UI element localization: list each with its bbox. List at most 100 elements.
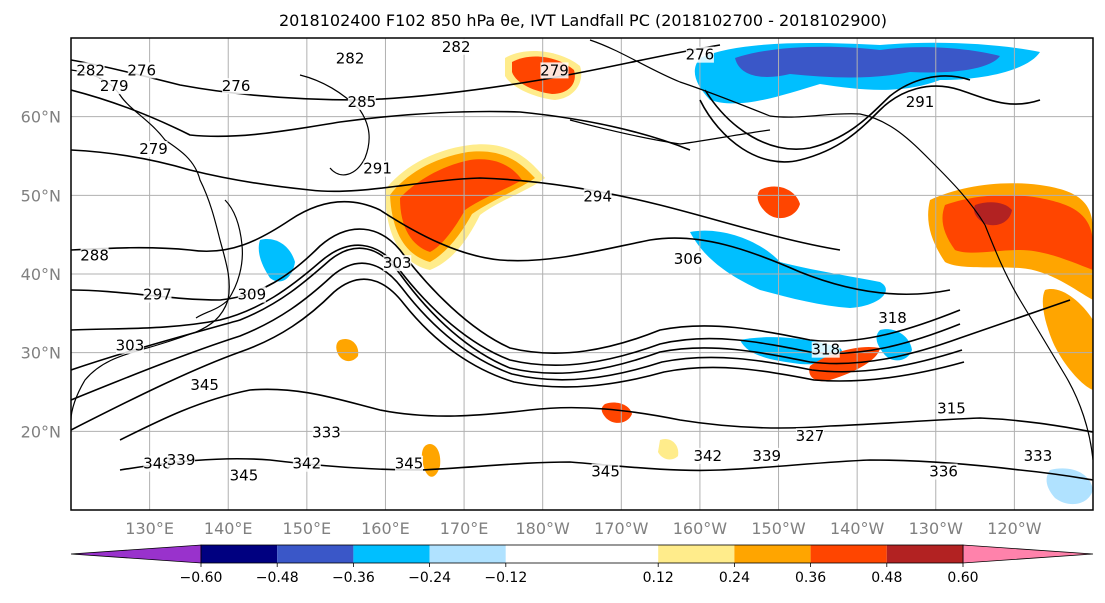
- contour-label-bg: [395, 455, 424, 472]
- lon-tick-label: 180°W: [516, 519, 571, 538]
- contour-label-bg: [127, 62, 156, 79]
- contour-label-bg: [383, 255, 412, 272]
- colorbar-segment: [201, 545, 278, 563]
- lon-tick-label: 130°E: [125, 519, 174, 538]
- lon-tick-label: 160°E: [361, 519, 410, 538]
- contour-label: 303: [116, 337, 145, 355]
- colorbar-tick-label: 0.36: [795, 570, 826, 586]
- colorbar-segment: [658, 545, 735, 563]
- contour-label-bg: [347, 93, 376, 110]
- contour-label-bg: [115, 337, 144, 354]
- lon-tick-label: 140°W: [830, 519, 885, 538]
- colorbar-segment: [277, 545, 354, 563]
- longitude-ticks: 130°E 140°E 150°E 160°E 170°E 180°W 170°W 160°W…: [125, 519, 1041, 538]
- contour-label: 291: [363, 160, 392, 178]
- contour-label: 276: [222, 77, 251, 95]
- lon-tick-label: 140°E: [204, 519, 253, 538]
- contour-label: 282: [76, 61, 105, 79]
- lon-tick-label: 150°E: [283, 519, 332, 538]
- shade-neg-kamchatka: [258, 239, 295, 282]
- contour-label: 345: [190, 376, 219, 394]
- colorbar-segment: [810, 545, 887, 563]
- contour-label: 315: [937, 400, 966, 418]
- contour-label: 318: [878, 309, 907, 327]
- contour-label: 342: [293, 455, 322, 473]
- lon-tick-label: 170°W: [594, 519, 649, 538]
- lon-tick-label: 170°E: [440, 519, 489, 538]
- lat-tick-label: 40°N: [21, 265, 61, 284]
- contour-label: 336: [929, 463, 958, 481]
- lon-tick-label: 160°W: [673, 519, 728, 538]
- contour-label: 279: [100, 77, 129, 95]
- contour-label: 276: [127, 61, 156, 79]
- contour-label: 318: [811, 341, 840, 359]
- lat-tick-label: 50°N: [21, 186, 61, 205]
- contour-label-bg: [100, 78, 129, 95]
- contour-label: 339: [167, 451, 196, 469]
- coast-asia: [71, 69, 230, 421]
- colorbar-segment: [886, 545, 963, 563]
- contour-label-bg: [583, 188, 612, 205]
- contour-label-bg: [540, 62, 569, 79]
- figure-title: 2018102400 F102 850 hPa θe, IVT Landfall…: [279, 11, 887, 30]
- colorbar-tick-label: 0.48: [871, 570, 902, 586]
- contour-line: [71, 262, 963, 401]
- contour-line: [704, 75, 971, 150]
- coast-aleutians: [569, 119, 771, 145]
- colorbar-segment: [734, 545, 811, 563]
- lat-tick-label: 30°N: [21, 344, 61, 363]
- contour-labels: 2822792762762822822852792762912792912942…: [76, 38, 1052, 485]
- contour-label: 279: [139, 140, 168, 158]
- shade-pos-nwcoast-core: [974, 202, 1012, 226]
- contour-label: 327: [796, 427, 825, 445]
- contour-label: 288: [80, 246, 109, 264]
- map-frame: [70, 37, 1094, 511]
- contour-label: 339: [752, 447, 781, 465]
- coastlines: [71, 39, 1093, 461]
- contour-label-bg: [222, 78, 251, 95]
- contour-label-bg: [139, 141, 168, 158]
- coast-alaska: [589, 39, 986, 226]
- contour-line: [119, 457, 1093, 481]
- contour-label-bg: [937, 400, 966, 417]
- colorbar-tick-label: −0.12: [484, 570, 527, 586]
- contour-line: [119, 388, 1093, 441]
- contour-line: [71, 244, 961, 367]
- lat-tick-label: 60°N: [21, 108, 61, 127]
- contour-label: 333: [312, 423, 341, 441]
- contour-label-bg: [336, 50, 365, 67]
- shade-pos-small2: [336, 338, 359, 362]
- colorbar-tick-label: 0.24: [719, 570, 750, 586]
- coast-kamchatka: [299, 74, 370, 176]
- contour-label: 333: [1024, 447, 1053, 465]
- lat-tick-label: 20°N: [21, 422, 61, 441]
- contour-label: 348: [143, 455, 172, 473]
- contour-line: [71, 278, 965, 431]
- contour-label-bg: [190, 377, 219, 394]
- contour-label-bg: [1023, 447, 1052, 464]
- contour-label-bg: [167, 451, 196, 468]
- shade-pos-small1: [601, 402, 632, 423]
- colorbar-segment: [505, 545, 659, 563]
- colorbar-tick-label: 0.60: [947, 570, 978, 586]
- colorbar: −0.60 −0.48 −0.36 −0.24 −0.12 0.12 0.24 0.36 0.4…: [70, 544, 1094, 586]
- lon-tick-label: 120°W: [987, 519, 1042, 538]
- colorbar-tick-label: −0.24: [408, 570, 451, 586]
- colorbar-segment: [353, 545, 430, 563]
- contour-label: 285: [348, 93, 377, 111]
- contour-label-bg: [752, 447, 781, 464]
- lon-tick-label: 130°W: [909, 519, 964, 538]
- contour-label-bg: [237, 286, 266, 303]
- contour-label: 345: [230, 467, 259, 485]
- contour-label-bg: [685, 46, 714, 63]
- coast-japan: [195, 199, 243, 319]
- contour-label: 303: [383, 254, 412, 272]
- contour-label-bg: [312, 424, 341, 441]
- contour-label: 282: [442, 38, 471, 56]
- contour-label-bg: [929, 463, 958, 480]
- contour-line: [699, 85, 1041, 163]
- contour-label-bg: [693, 447, 722, 464]
- contour-label-bg: [811, 341, 840, 358]
- contour-label: 294: [583, 187, 612, 205]
- contour-label-bg: [143, 455, 172, 472]
